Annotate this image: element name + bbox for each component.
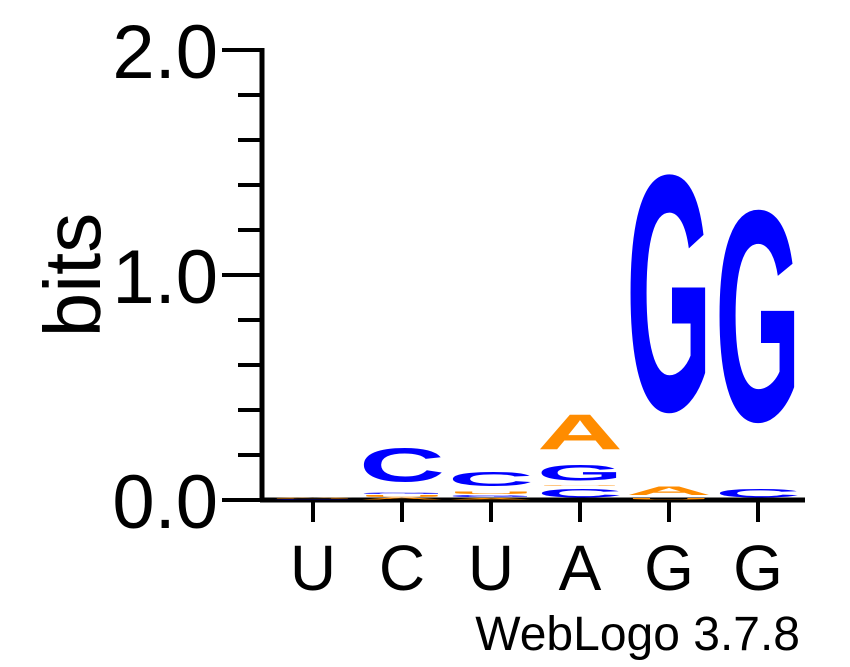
logo-letter-g: G <box>448 495 534 498</box>
weblogo-version-footer: WebLogo 3.7.8 <box>475 608 800 661</box>
logo-letter-a: A <box>270 497 356 498</box>
y-tick-label: 0.0 <box>112 460 218 545</box>
logo-letter-g: G <box>715 149 801 485</box>
logo-letter-u: U <box>448 491 534 495</box>
logo-letter-u: U <box>359 495 445 498</box>
logo-letter-c: C <box>359 439 445 493</box>
logo-letter-a: A <box>448 498 534 500</box>
x-tick-label: G <box>644 532 694 604</box>
logo-letter-c: C <box>448 468 534 490</box>
logo-letter-a: A <box>537 404 623 460</box>
logo-letter-c: C <box>537 486 623 500</box>
y-axis-label: bits <box>28 213 117 338</box>
y-tick-label: 1.0 <box>112 235 218 320</box>
logo-letter-c: C <box>715 486 801 500</box>
x-tick-label: U <box>290 532 336 604</box>
logo-letter-g: G <box>626 106 712 482</box>
logo-letter-g: G <box>359 492 445 494</box>
y-axis-ticks: 0.0 1.0 2.0 <box>112 10 262 545</box>
x-tick-label: C <box>379 532 425 604</box>
logo-letter-u: U <box>626 498 712 500</box>
logo-letter-c: C <box>270 499 356 500</box>
x-tick-label: G <box>733 532 783 604</box>
logo-letter-u: U <box>537 485 623 486</box>
logo-letter-g: G <box>537 460 623 485</box>
x-tick-label: A <box>559 532 602 604</box>
x-tick-label: U <box>468 532 514 604</box>
logo-letter-u: U <box>270 498 356 499</box>
y-tick-label: 2.0 <box>112 10 218 95</box>
logo-letter-a: A <box>359 497 445 500</box>
logo-letter-a: A <box>626 484 712 498</box>
